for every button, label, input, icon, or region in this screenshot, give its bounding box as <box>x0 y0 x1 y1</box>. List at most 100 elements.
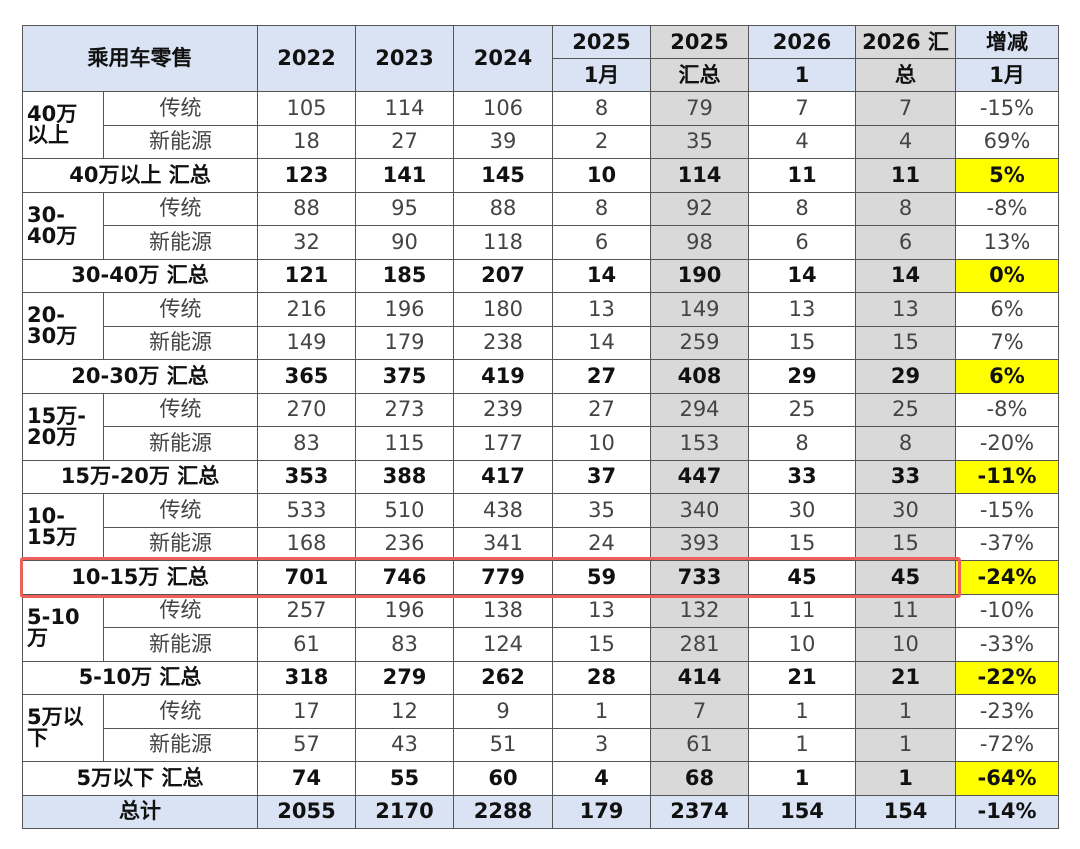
table-row: 5-10万 汇总 318 279 262 28 414 21 21 -22% <box>22 660 1059 695</box>
grand-total-label: 总计 <box>22 794 258 829</box>
cell: 95 <box>355 191 454 226</box>
cell: 1 <box>552 694 651 729</box>
cell: 29 <box>748 359 856 394</box>
cell: 27 <box>552 392 651 427</box>
cell: 21 <box>855 660 956 695</box>
total-label: 20-30万 汇总 <box>22 359 258 394</box>
cell: 13 <box>552 292 651 327</box>
table-row: 新能源 168 236 341 24 393 15 15 -37% <box>23 526 1059 561</box>
group-label: 40万 以上 <box>22 91 104 159</box>
row-type: 新能源 <box>103 526 258 561</box>
row-type: 新能源 <box>103 627 258 662</box>
cell: 90 <box>355 225 454 260</box>
header-year: 2023 <box>355 25 454 92</box>
cell: 408 <box>650 359 749 394</box>
cell: 4 <box>748 124 856 159</box>
cell: 74 <box>257 761 356 796</box>
cell: 239 <box>453 392 553 427</box>
cell: 438 <box>453 493 553 528</box>
cell: 1 <box>748 727 856 762</box>
cell: 154 <box>855 794 956 829</box>
table-row: 总计 2055 2170 2288 179 2374 154 154 -14% <box>22 794 1059 829</box>
cell: 138 <box>453 593 553 628</box>
cell: 281 <box>650 627 749 662</box>
cell: 419 <box>453 359 553 394</box>
cell: 57 <box>257 727 356 762</box>
cell: 2 <box>552 124 651 159</box>
cell: 8 <box>552 191 651 226</box>
cell: 2288 <box>453 794 553 829</box>
cell: 216 <box>257 292 356 327</box>
cell: 1 <box>855 694 956 729</box>
label-line: 下 <box>27 726 48 750</box>
cell: 262 <box>453 660 553 695</box>
cell: 92 <box>650 191 749 226</box>
cell: 28 <box>552 660 651 695</box>
table-row: 20- 30万 传统 216 196 180 13 149 13 13 6% <box>22 292 1059 360</box>
cell: 1 <box>855 761 956 796</box>
header-year: 2024 <box>453 25 553 92</box>
cell: 27 <box>552 359 651 394</box>
header-col: 2025 <box>552 25 651 59</box>
table-row: 新能源 57 43 51 3 61 1 1 -72% <box>23 727 1059 762</box>
header-col: 1 <box>748 58 856 92</box>
cell: 6 <box>855 225 956 260</box>
table-row: 15万- 20万 传统 270 273 239 27 294 25 25 -8% <box>22 392 1059 461</box>
total-label: 10-15万 汇总 <box>22 560 258 595</box>
table-row: 20-30万 汇总 365 375 419 27 408 29 29 6% <box>22 359 1059 394</box>
cell: 8 <box>855 426 956 461</box>
table-row: 30-40万 汇总 121 185 207 14 190 14 14 0% <box>22 258 1059 293</box>
cell: 190 <box>650 258 749 293</box>
cell: 114 <box>650 158 749 193</box>
cell: 43 <box>355 727 454 762</box>
cell: 533 <box>257 493 356 528</box>
cell: 365 <box>257 359 356 394</box>
label-line: 20- <box>27 303 65 327</box>
cell: 115 <box>355 426 454 461</box>
header-col: 1月 <box>955 58 1059 92</box>
cell: 106 <box>453 91 553 126</box>
cell: 7 <box>650 694 749 729</box>
cell: 1 <box>748 761 856 796</box>
cell: 4 <box>552 761 651 796</box>
table-row: 10- 15万 传统 533 510 438 35 340 30 30 -15% <box>22 493 1059 561</box>
cell: -15% <box>955 91 1059 126</box>
total-label: 5-10万 汇总 <box>22 660 258 695</box>
cell: 294 <box>650 392 749 427</box>
cell: -8% <box>955 191 1059 226</box>
table-row: 新能源 18 27 39 2 35 4 4 69% <box>23 124 1059 159</box>
cell: 30 <box>855 493 956 528</box>
total-label: 30-40万 汇总 <box>22 258 258 293</box>
cell: 13% <box>955 225 1059 260</box>
total-label: 5万以下 汇总 <box>22 761 258 796</box>
cell: 69% <box>955 124 1059 159</box>
cell: 17 <box>257 694 356 729</box>
row-type: 新能源 <box>103 124 258 159</box>
cell: 259 <box>650 325 749 360</box>
cell: 341 <box>453 526 553 561</box>
cell: 25 <box>855 392 956 427</box>
cell: 179 <box>355 325 454 360</box>
table-row: 5万以下 汇总 74 55 60 4 68 1 1 -64% <box>22 761 1059 796</box>
cell: 33 <box>748 459 856 494</box>
cell: 3 <box>552 727 651 762</box>
cell: 68 <box>650 761 749 796</box>
cell: 5% <box>955 158 1059 193</box>
cell: 55 <box>355 761 454 796</box>
header-col: 2026 <box>748 25 856 59</box>
cell: 8 <box>748 191 856 226</box>
cell: 318 <box>257 660 356 695</box>
table-row: 新能源 149 179 238 14 259 15 15 7% <box>23 325 1059 360</box>
row-type: 传统 <box>103 694 258 729</box>
cell: 353 <box>257 459 356 494</box>
cell: 375 <box>355 359 454 394</box>
table-row: 5万以下传统 17 12 9 1 7 1 1 -23% <box>22 694 1059 762</box>
cell: 6% <box>955 359 1059 394</box>
cell: -8% <box>955 392 1059 427</box>
table-row: 1月 汇总 1 总 1月 <box>23 58 1059 92</box>
cell: 10 <box>748 627 856 662</box>
cell: 180 <box>453 292 553 327</box>
table-row: 5-10 万传统 257 196 138 13 132 11 11 -10% <box>22 593 1059 662</box>
cell: 11 <box>748 158 856 193</box>
